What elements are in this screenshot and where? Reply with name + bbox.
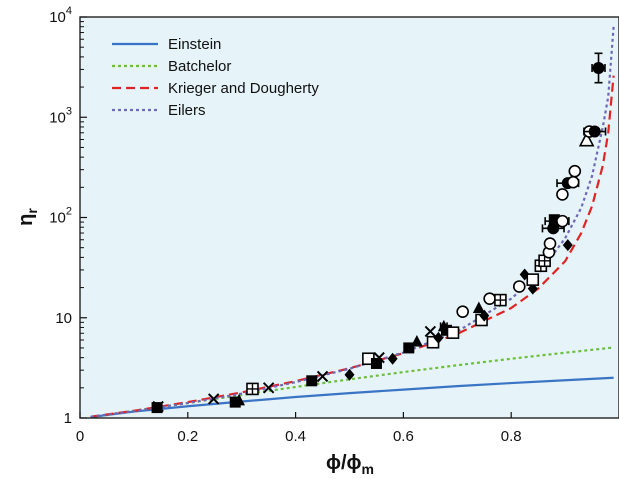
data-point (578, 131, 595, 147)
y-tick-label: 10 (55, 310, 72, 327)
data-point (424, 325, 437, 338)
data-point (262, 382, 275, 394)
y-tick-label: 102 (49, 206, 72, 227)
x-tick-label: 0.8 (501, 428, 522, 445)
data-point (233, 393, 246, 406)
y-axis: 1 10 102 103 104 (49, 5, 87, 427)
data-point (410, 334, 423, 347)
data-point (526, 273, 540, 286)
series-einstein-line (90, 376, 614, 418)
data-point (387, 352, 398, 365)
x-tick-label: 0 (76, 428, 84, 445)
data-point (556, 188, 569, 201)
data-point (441, 324, 453, 336)
y-tick-label: 103 (49, 105, 72, 126)
data-point (562, 239, 573, 252)
data-point (494, 293, 507, 307)
x-axis: 0 0.2 0.4 0.6 0.8 (76, 412, 522, 445)
data-points (151, 52, 607, 414)
data-point (456, 305, 469, 318)
legend-label: Eilers (168, 102, 206, 119)
data-point (479, 309, 490, 322)
data-point (543, 237, 557, 250)
data-point (316, 370, 329, 383)
y-tick-label: 104 (49, 5, 72, 26)
data-point (207, 393, 220, 405)
data-point (483, 292, 496, 305)
x-tick-label: 0.2 (177, 428, 198, 445)
y-axis-label: ηr (15, 208, 40, 226)
data-point (472, 301, 485, 314)
data-point (556, 214, 569, 228)
x-axis-label: ϕ/ϕm (326, 452, 374, 477)
data-point (306, 375, 318, 387)
data-point (344, 368, 355, 381)
y-tick-label: 1 (64, 410, 72, 427)
data-point (370, 357, 382, 369)
data-point (152, 400, 164, 413)
data-point (246, 382, 259, 396)
data-point (446, 326, 460, 339)
data-point (566, 175, 580, 189)
legend-label: Batchelor (168, 58, 231, 75)
data-point (568, 164, 582, 178)
legend-label: Einstein (168, 36, 221, 53)
data-point (373, 351, 385, 364)
data-point (433, 331, 444, 344)
x-tick-label: 0.4 (285, 428, 306, 445)
data-point (592, 61, 605, 74)
data-point (588, 125, 601, 138)
data-point (512, 280, 526, 293)
legend-label: Krieger and Dougherty (168, 80, 319, 97)
data-point (403, 342, 415, 354)
plot-background (80, 17, 619, 418)
x-tick-label: 0.6 (393, 428, 414, 445)
legend: Einstein Batchelor Krieger and Dougherty Ei… (112, 36, 319, 119)
